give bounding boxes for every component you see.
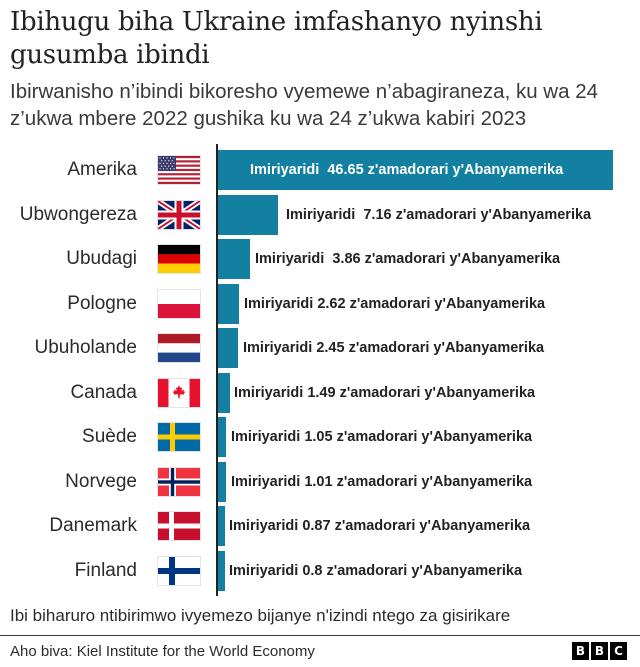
- netherlands-flag-icon: [157, 333, 201, 363]
- chart-row: Finland Imiriyaridi 0.8 z'amadorari y'Ab…: [0, 550, 640, 591]
- bar-pologne: [218, 283, 239, 324]
- bar-value-label: Imiriyaridi 1.05 z'amadorari y'Abanyamer…: [231, 429, 533, 445]
- bar-value-label: Imiriyaridi 0.8 z'amadorari y'Abanyameri…: [229, 562, 523, 579]
- chart-row: Suède Imiriyaridi 1.05 z'amadorari y'Aba…: [0, 417, 640, 457]
- chart-row: Danemark Imiriyaridi 0.87 z'amadorari y'…: [0, 506, 640, 546]
- bar-ubuholande: [218, 328, 238, 368]
- canada-flag-icon: [157, 377, 201, 408]
- country-label: Norvege: [65, 470, 137, 492]
- bar-value-label: Imiriyaridi 1.49 z'amadorari y'Abanyamer…: [234, 384, 536, 401]
- bar-ubwongereza: [218, 194, 278, 235]
- chart-row: Ubwongereza Imiriyaridi 7.16 z'amadorari…: [0, 194, 640, 235]
- bar-amerika: [218, 150, 613, 190]
- bbc-logo-block: B: [591, 642, 608, 660]
- chart-row: Amerika Imiriy: [0, 150, 640, 190]
- bar-finland: [218, 550, 225, 591]
- chart-row: Norvege Imiriyaridi 1.01 z'amadorari y'A…: [0, 461, 640, 502]
- uk-flag-icon: [157, 199, 201, 230]
- bar-value-label: Imiriyaridi 2.62 z'amadorari y'Abanyamer…: [244, 295, 546, 312]
- y-axis-line: [216, 144, 218, 596]
- bar-norvege: [218, 461, 226, 502]
- poland-flag-icon: [157, 288, 201, 319]
- finland-flag-icon: [157, 555, 201, 586]
- germany-flag-icon: [157, 244, 201, 274]
- norway-flag-icon: [157, 466, 201, 497]
- bar-ubudagi: [218, 239, 250, 279]
- chart-title: Ibihugu biha Ukraine imfashanyo nyinshi …: [10, 7, 543, 70]
- country-label: Finland: [74, 559, 137, 581]
- bar-value-label: Imiriyaridi 0.87 z'amadorari y'Abanyamer…: [229, 518, 531, 534]
- bar-danemark: [218, 506, 225, 546]
- country-label: Danemark: [49, 515, 137, 536]
- bar-canada: [218, 372, 230, 413]
- footer-divider: [0, 635, 640, 636]
- chart-row: Ubuholande Imiriyaridi 2.45 z'amadorari …: [0, 328, 640, 368]
- country-label: Ubudagi: [66, 248, 137, 269]
- sweden-flag-icon: [157, 422, 201, 452]
- denmark-flag-icon: [157, 511, 201, 541]
- footnote: Ibi biharuro ntibirimwo ivyemezo bijanye…: [10, 606, 511, 625]
- us-flag-icon: [157, 155, 201, 185]
- bar-chart: Amerika Imiriy: [0, 144, 640, 596]
- bbc-logo-block: B: [572, 642, 589, 660]
- bar-value-label: Imiriyaridi 46.65 z'amadorari y'Abanyame…: [250, 162, 564, 178]
- bbc-logo: B B C: [572, 642, 627, 660]
- chart-row: Canada Imiriyaridi 1.49 z'amadorari y'Ab…: [0, 372, 640, 413]
- country-label: Suède: [82, 426, 137, 447]
- country-label: Ubuholande: [34, 337, 137, 358]
- bar-suede: [218, 417, 226, 457]
- country-label: Ubwongereza: [19, 203, 137, 225]
- chart-subtitle: Ibirwanisho n’ibindi bikoresho vyemewe n…: [10, 80, 599, 130]
- country-label: Amerika: [67, 159, 137, 180]
- bar-value-label: Imiriyaridi 3.86 z'amadorari y'Abanyamer…: [255, 251, 561, 267]
- chart-row: Pologne Imiriyaridi 2.62 z'amadorari y'A…: [0, 283, 640, 324]
- country-label: Canada: [70, 381, 137, 403]
- bar-value-label: Imiriyaridi 1.01 z'amadorari y'Abanyamer…: [231, 473, 533, 490]
- source-text: Aho biva: Kiel Institute for the World E…: [10, 643, 315, 660]
- chart-row: Ubudagi Imiriyaridi 3.86 z'amadorari y'A…: [0, 239, 640, 279]
- bar-value-label: Imiriyaridi 7.16 z'amadorari y'Abanyamer…: [286, 206, 592, 223]
- bar-value-label: Imiriyaridi 2.45 z'amadorari y'Abanyamer…: [243, 340, 545, 356]
- bbc-logo-block: C: [610, 642, 627, 660]
- country-label: Pologne: [67, 292, 137, 314]
